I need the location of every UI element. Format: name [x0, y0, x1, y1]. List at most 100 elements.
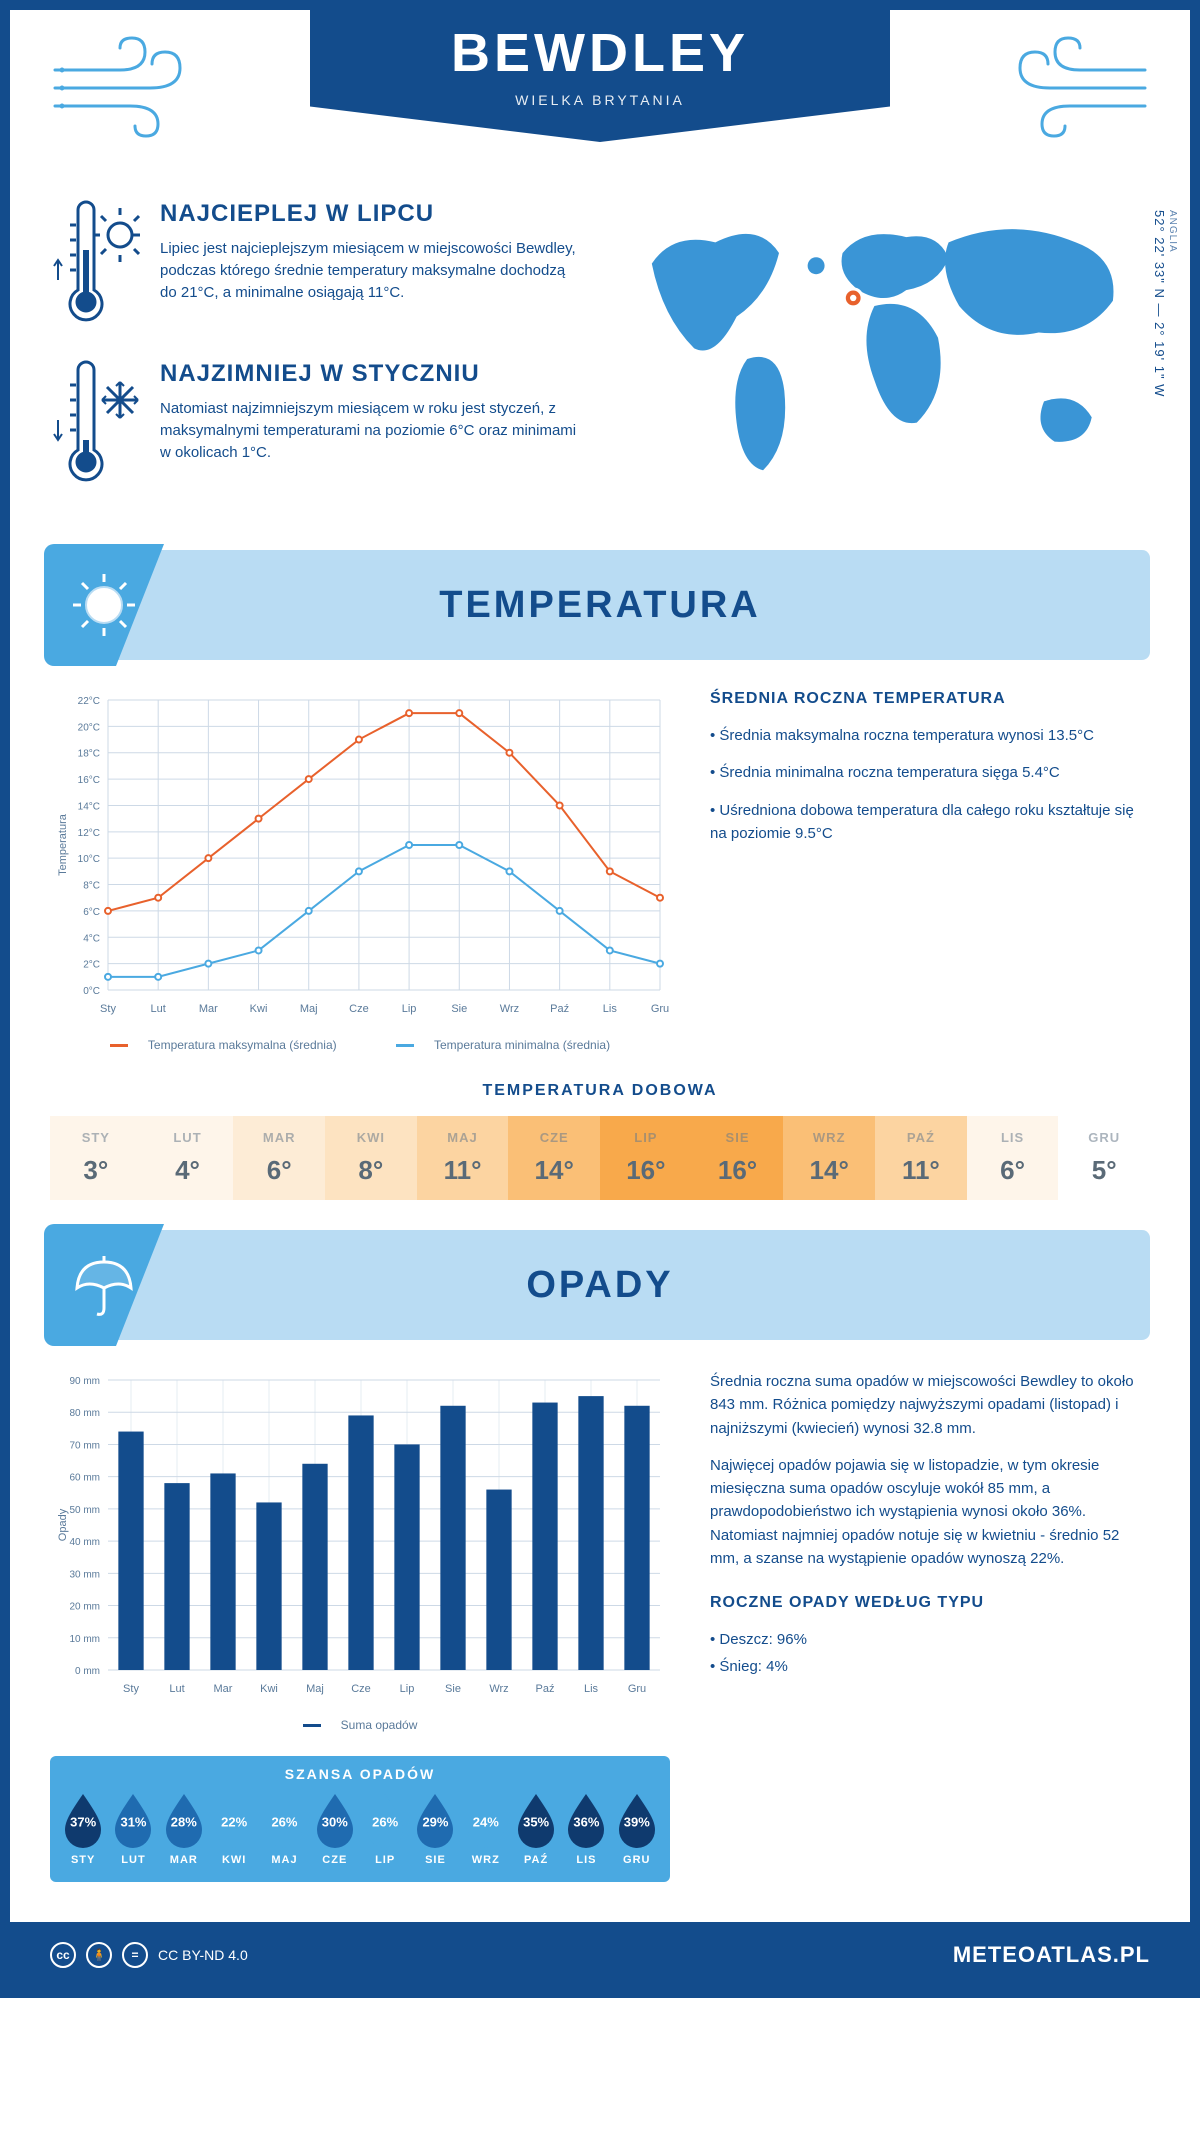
svg-text:Wrz: Wrz [500, 1003, 519, 1015]
rain-chance-drop: 22% KWI [209, 1792, 259, 1866]
city-title: BEWDLEY [310, 22, 890, 84]
fact-coldest: NAJZIMNIEJ W STYCZNIU Natomiast najzimni… [50, 360, 580, 490]
rain-by-type-title: ROCZNE OPADY WEDŁUG TYPU [710, 1594, 1150, 1612]
svg-text:Lut: Lut [169, 1683, 184, 1695]
temperature-line-chart: 0°C2°C4°C6°C8°C10°C12°C14°C16°C18°C20°C2… [50, 690, 670, 1030]
svg-text:Sty: Sty [123, 1683, 139, 1695]
rain-chance-drop: 26% MAJ [259, 1792, 309, 1866]
location-marker-icon [843, 287, 864, 308]
svg-text:Sty: Sty [100, 1003, 116, 1015]
by-icon: 🧍 [86, 1942, 112, 1968]
svg-text:Paź: Paź [550, 1003, 569, 1015]
svg-text:10 mm: 10 mm [69, 1634, 100, 1645]
svg-text:20 mm: 20 mm [69, 1602, 100, 1613]
rain-chance-drop: 37% STY [58, 1792, 108, 1866]
rain-by-type-item: • Deszcz: 96% [710, 1628, 1150, 1651]
map-area: ANGLIA 52° 22' 33" N — 2° 19' 1" W [620, 200, 1150, 520]
precipitation-bar-chart: 0 mm 10 mm 20 mm 30 mm 40 mm 50 mm 60 mm 70 mm 8… [50, 1370, 670, 1710]
rain-chance-drop: 31% LUT [108, 1792, 158, 1866]
world-map-icon [620, 200, 1150, 497]
svg-text:22°C: 22°C [78, 696, 100, 707]
svg-text:80 mm: 80 mm [69, 1408, 100, 1419]
svg-text:4°C: 4°C [83, 933, 100, 944]
license-block: cc 🧍 = CC BY-ND 4.0 [50, 1942, 248, 1968]
svg-text:20°C: 20°C [78, 722, 100, 733]
svg-text:60 mm: 60 mm [69, 1473, 100, 1484]
fact-warmest-body: Lipiec jest najcieplejszym miesiącem w m… [160, 238, 580, 303]
rain-text-panel: Średnia roczna suma opadów w miejscowośc… [710, 1370, 1150, 1693]
fact-warmest: NAJCIEPLEJ W LIPCU Lipiec jest najcieple… [50, 200, 580, 330]
daily-temp-cell: WRZ14° [783, 1116, 875, 1200]
wind-icon-left [50, 30, 210, 140]
brand-label: METEOATLAS.PL [953, 1942, 1150, 1968]
avg-temp-title: ŚREDNIA ROCZNA TEMPERATURA [710, 690, 1150, 708]
coordinates-label: ANGLIA 52° 22' 33" N — 2° 19' 1" W [1152, 210, 1178, 397]
svg-text:Mar: Mar [214, 1683, 233, 1695]
daily-temp-cell: SIE16° [692, 1116, 784, 1200]
rain-chance-panel: SZANSA OPADÓW 37% STY 31% LUT 28% MAR 22… [50, 1756, 670, 1882]
footer: cc 🧍 = CC BY-ND 4.0 METEOATLAS.PL [10, 1922, 1190, 1988]
country-subtitle: WIELKA BRYTANIA [310, 92, 890, 108]
rain-by-type-item: • Śnieg: 4% [710, 1655, 1150, 1678]
svg-text:Paź: Paź [536, 1683, 555, 1695]
svg-text:8°C: 8°C [83, 881, 100, 892]
svg-text:Cze: Cze [351, 1683, 371, 1695]
section-title-rain: OPADY [526, 1264, 673, 1307]
temperature-chart-legend: Temperatura maksymalna (średnia) Tempera… [50, 1038, 670, 1052]
section-banner-temperature: TEMPERATURA [50, 550, 1150, 660]
rain-chance-drop: 26% LIP [360, 1792, 410, 1866]
section-title-temperature: TEMPERATURA [439, 584, 761, 627]
svg-text:90 mm: 90 mm [69, 1376, 100, 1387]
rain-paragraph: Średnia roczna suma opadów w miejscowośc… [710, 1370, 1150, 1440]
daily-temp-row: STY3°LUT4°MAR6°KWI8°MAJ11°CZE14°LIP16°SI… [50, 1116, 1150, 1200]
wind-icon-right [990, 30, 1150, 140]
fact-coldest-body: Natomiast najzimniejszym miesiącem w rok… [160, 398, 580, 463]
svg-text:6°C: 6°C [83, 907, 100, 918]
avg-temperature-panel: ŚREDNIA ROCZNA TEMPERATURA • Średnia mak… [710, 690, 1150, 859]
rain-chance-drop: 28% MAR [159, 1792, 209, 1866]
svg-text:10°C: 10°C [78, 854, 100, 865]
svg-text:Mar: Mar [199, 1003, 218, 1015]
rain-chance-drop: 39% GRU [612, 1792, 662, 1866]
rain-chance-title: SZANSA OPADÓW [58, 1766, 662, 1782]
daily-temp-cell: MAR6° [233, 1116, 325, 1200]
rain-chance-drop: 35% PAŹ [511, 1792, 561, 1866]
svg-text:Lip: Lip [400, 1683, 415, 1695]
daily-temp-cell: LIS6° [967, 1116, 1059, 1200]
daily-temp-cell: CZE14° [508, 1116, 600, 1200]
svg-text:Lis: Lis [603, 1003, 618, 1015]
svg-text:0°C: 0°C [83, 986, 100, 997]
svg-text:40 mm: 40 mm [69, 1537, 100, 1548]
daily-temp-cell: STY3° [50, 1116, 142, 1200]
license-text: CC BY-ND 4.0 [158, 1947, 248, 1963]
svg-text:Gru: Gru [628, 1683, 646, 1695]
svg-text:Wrz: Wrz [489, 1683, 508, 1695]
section-banner-rain: OPADY [50, 1230, 1150, 1340]
umbrella-icon [69, 1250, 139, 1320]
fact-coldest-title: NAJZIMNIEJ W STYCZNIU [160, 360, 580, 388]
svg-text:12°C: 12°C [78, 828, 100, 839]
svg-text:30 mm: 30 mm [69, 1569, 100, 1580]
svg-text:Kwi: Kwi [250, 1003, 268, 1015]
svg-text:Maj: Maj [306, 1683, 324, 1695]
daily-temp-cell: KWI8° [325, 1116, 417, 1200]
rain-chance-drop: 36% LIS [561, 1792, 611, 1866]
title-banner: BEWDLEY WIELKA BRYTANIA [310, 0, 890, 142]
daily-temp-title: TEMPERATURA DOBOWA [50, 1082, 1150, 1100]
rain-chart-legend: Suma opadów [50, 1718, 670, 1732]
svg-text:Lis: Lis [584, 1683, 599, 1695]
fact-warmest-title: NAJCIEPLEJ W LIPCU [160, 200, 580, 228]
cc-icon: cc [50, 1942, 76, 1968]
rain-chance-drop: 30% CZE [310, 1792, 360, 1866]
rain-chance-drop: 29% SIE [410, 1792, 460, 1866]
daily-temp-cell: LUT4° [142, 1116, 234, 1200]
sun-icon [69, 570, 139, 640]
svg-text:Sie: Sie [451, 1003, 467, 1015]
daily-temp-cell: LIP16° [600, 1116, 692, 1200]
avg-temp-bullet: • Uśredniona dobowa temperatura dla całe… [710, 799, 1150, 846]
svg-text:Opady: Opady [57, 1508, 69, 1541]
daily-temp-cell: PAŹ11° [875, 1116, 967, 1200]
svg-text:0 mm: 0 mm [75, 1666, 100, 1677]
svg-text:50 mm: 50 mm [69, 1505, 100, 1516]
svg-text:70 mm: 70 mm [69, 1440, 100, 1451]
